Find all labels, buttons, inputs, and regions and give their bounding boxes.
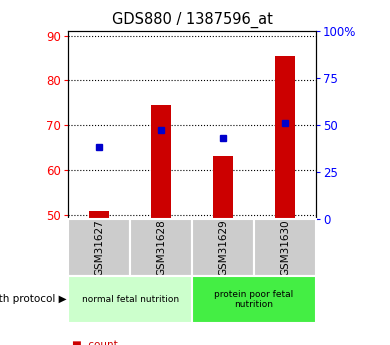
Text: GSM31629: GSM31629 [218,219,228,276]
Bar [68,276,192,323]
Bar [130,219,192,276]
Bar [213,156,233,219]
Text: GSM31630: GSM31630 [280,219,290,276]
Bar [89,211,109,219]
Text: protein poor fetal
nutrition: protein poor fetal nutrition [215,289,294,309]
Bar [254,219,316,276]
Text: normal fetal nutrition: normal fetal nutrition [82,295,179,304]
Title: GDS880 / 1387596_at: GDS880 / 1387596_at [112,12,273,28]
Bar [192,219,254,276]
Text: GSM31627: GSM31627 [94,219,104,276]
Text: GSM31628: GSM31628 [156,219,166,276]
Bar [192,276,316,323]
Bar [151,105,171,219]
Bar [275,56,295,219]
Bar [68,219,130,276]
Text: ■  count: ■ count [72,340,118,345]
Text: growth protocol ▶: growth protocol ▶ [0,294,66,304]
